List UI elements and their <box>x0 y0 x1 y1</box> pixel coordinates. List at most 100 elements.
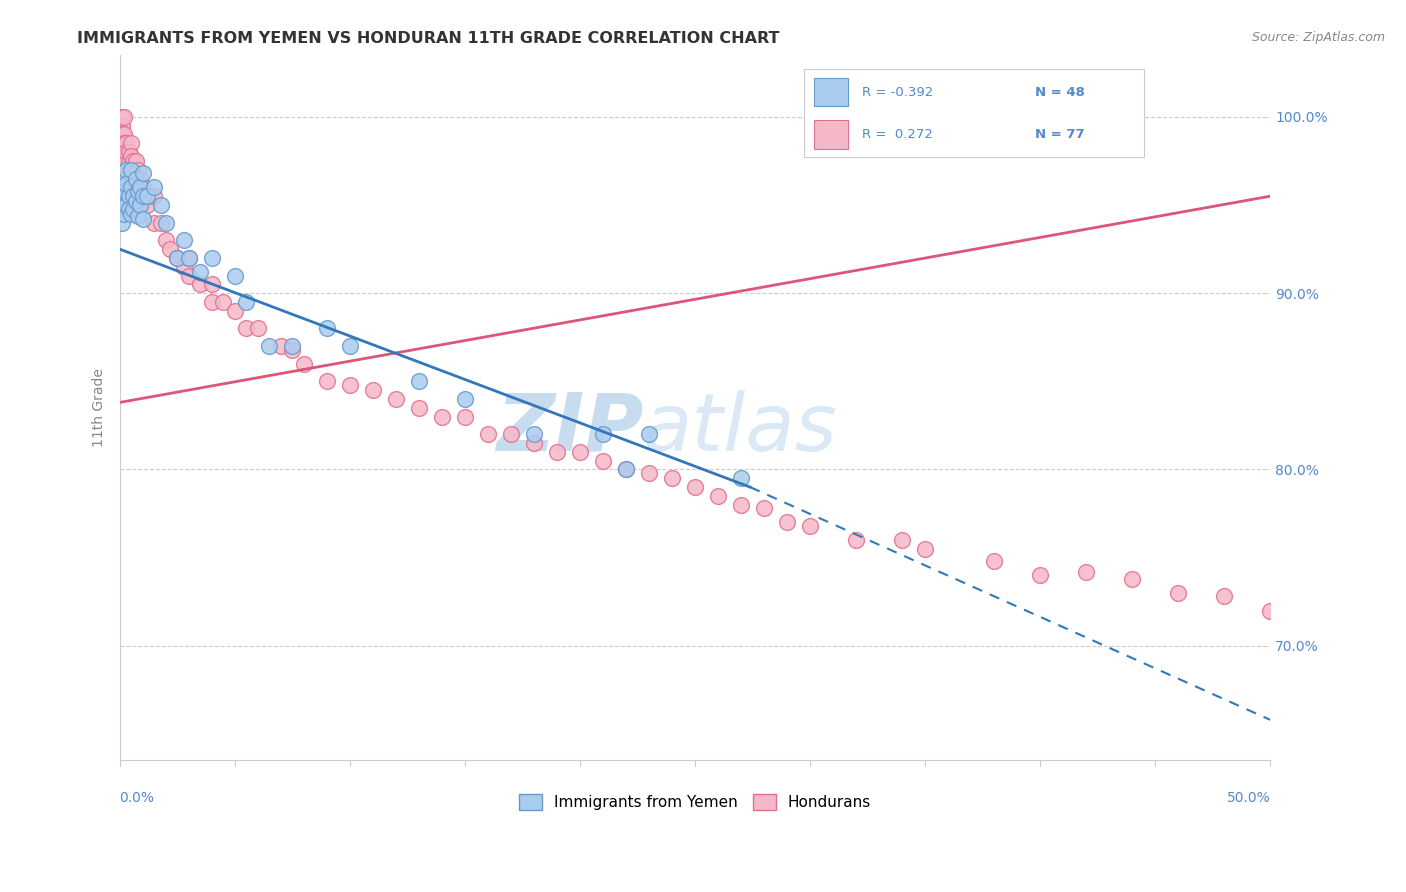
Point <box>115 162 138 177</box>
Point <box>683 480 706 494</box>
Point <box>115 177 138 191</box>
Point <box>177 251 200 265</box>
Point <box>661 471 683 485</box>
Point <box>752 501 775 516</box>
Point <box>111 110 134 124</box>
Point <box>177 251 200 265</box>
Point <box>122 153 145 168</box>
Point <box>111 189 134 203</box>
Point <box>891 533 914 547</box>
Point <box>1029 568 1052 582</box>
Point <box>315 374 337 388</box>
Point <box>124 171 146 186</box>
Point <box>523 427 546 442</box>
Point <box>127 162 149 177</box>
Point <box>224 268 246 283</box>
Point <box>111 216 134 230</box>
Point <box>131 180 153 194</box>
Point <box>118 202 141 216</box>
Point <box>131 166 153 180</box>
Point <box>166 251 188 265</box>
Point <box>122 189 145 203</box>
Point <box>212 295 235 310</box>
Point <box>115 136 138 151</box>
Point <box>477 427 499 442</box>
Point <box>112 207 135 221</box>
Point <box>637 427 659 442</box>
Point <box>118 189 141 203</box>
Point <box>131 189 153 203</box>
Point <box>122 202 145 216</box>
Text: atlas: atlas <box>643 390 838 468</box>
Point <box>246 321 269 335</box>
Point <box>281 343 304 357</box>
Point <box>111 128 134 142</box>
Point <box>707 489 730 503</box>
Point <box>614 462 637 476</box>
Point <box>339 339 361 353</box>
Point <box>120 136 142 151</box>
Point <box>224 303 246 318</box>
Point <box>129 171 152 186</box>
Point <box>111 136 134 151</box>
Point <box>200 277 222 292</box>
Point <box>270 339 292 353</box>
Text: Source: ZipAtlas.com: Source: ZipAtlas.com <box>1251 31 1385 45</box>
Point <box>384 392 406 406</box>
Point <box>149 216 172 230</box>
Point <box>115 198 138 212</box>
Point <box>730 498 752 512</box>
Point <box>143 180 166 194</box>
Point <box>118 145 141 160</box>
Point <box>200 251 222 265</box>
Point <box>143 216 166 230</box>
Point <box>155 216 177 230</box>
Point <box>177 268 200 283</box>
Point <box>188 265 211 279</box>
Point <box>454 409 477 424</box>
Point <box>454 392 477 406</box>
Point <box>112 110 135 124</box>
Point <box>155 233 177 247</box>
Point <box>637 466 659 480</box>
Point <box>430 409 453 424</box>
Point <box>122 166 145 180</box>
Point <box>845 533 868 547</box>
Point <box>118 153 141 168</box>
Point <box>129 198 152 212</box>
Point <box>281 339 304 353</box>
Point <box>120 148 142 162</box>
Point <box>546 445 568 459</box>
Text: IMMIGRANTS FROM YEMEN VS HONDURAN 11TH GRADE CORRELATION CHART: IMMIGRANTS FROM YEMEN VS HONDURAN 11TH G… <box>77 31 780 46</box>
Legend: Immigrants from Yemen, Hondurans: Immigrants from Yemen, Hondurans <box>513 788 877 816</box>
Point <box>499 427 522 442</box>
Point <box>159 242 181 256</box>
Point <box>730 471 752 485</box>
Point <box>120 207 142 221</box>
Point <box>131 212 153 227</box>
Point <box>1121 572 1143 586</box>
Point <box>361 383 384 397</box>
Point <box>614 462 637 476</box>
Point <box>408 401 430 415</box>
Point <box>592 453 614 467</box>
Point <box>112 184 135 198</box>
Point <box>127 184 149 198</box>
Point <box>315 321 337 335</box>
Point <box>127 209 149 223</box>
Point <box>235 295 257 310</box>
Point <box>173 260 195 274</box>
Point <box>120 162 142 177</box>
Point <box>136 189 159 203</box>
Point <box>129 180 152 194</box>
Point <box>257 339 280 353</box>
Point <box>523 436 546 450</box>
Text: ZIP: ZIP <box>496 390 643 468</box>
Point <box>120 180 142 194</box>
Point <box>188 277 211 292</box>
Point <box>120 171 142 186</box>
Point <box>200 295 222 310</box>
Point <box>111 119 134 133</box>
Point <box>799 519 821 533</box>
Point <box>339 377 361 392</box>
